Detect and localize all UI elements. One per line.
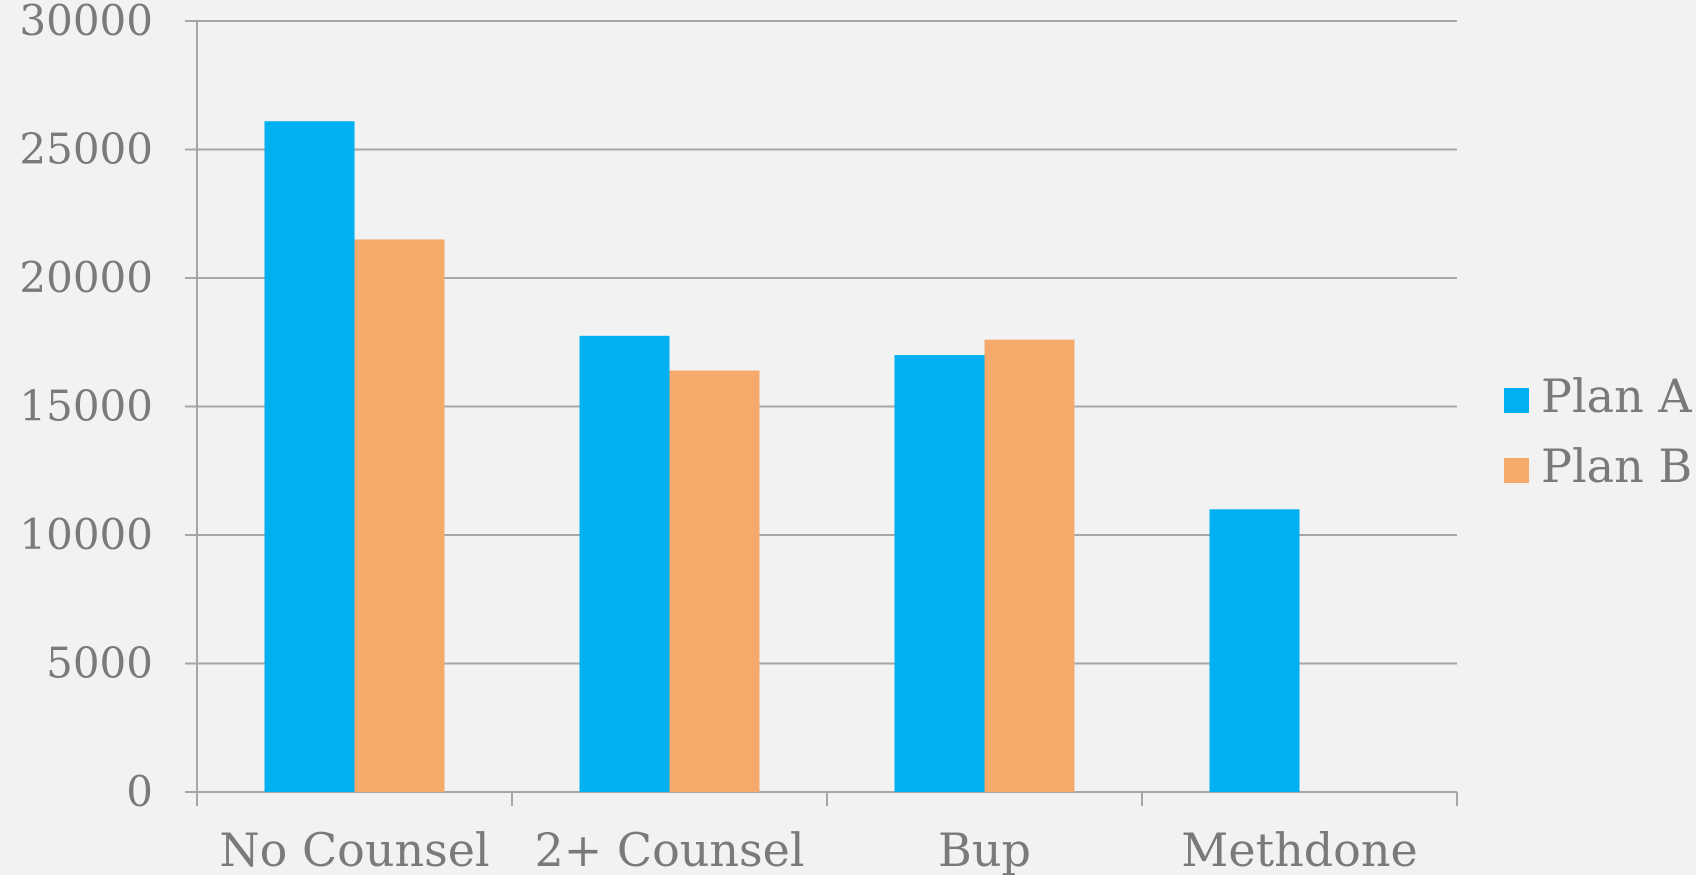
legend-swatch-0 — [1504, 388, 1529, 413]
legend-swatch-1 — [1504, 458, 1529, 483]
bar-plan-b-0 — [354, 239, 445, 792]
legend-label-1: Plan B — [1541, 439, 1692, 493]
bar-plan-a-1 — [579, 335, 670, 792]
bar-plan-a-2 — [894, 355, 985, 792]
legend: Plan A Plan B — [1504, 369, 1692, 493]
x-category-labels: No Counsel 2+ Counsel Bup Methdone — [219, 823, 1417, 875]
x-category-label-0: No Counsel — [219, 823, 489, 875]
x-category-label-2: Bup — [938, 823, 1031, 875]
y-tick-label-10000: 10000 — [19, 510, 153, 559]
bar-plan-a-3 — [1209, 509, 1300, 792]
y-tick-label-30000: 30000 — [19, 0, 153, 45]
x-category-label-1: 2+ Counsel — [534, 823, 804, 875]
bar-plan-b-1 — [669, 370, 760, 792]
x-category-label-3: Methdone — [1181, 823, 1417, 875]
y-tick-label-25000: 25000 — [19, 125, 153, 174]
bar-plan-b-2 — [984, 339, 1075, 792]
y-tick-label-5000: 5000 — [46, 639, 153, 688]
y-tick-labels: 0 5000 10000 15000 20000 25000 30000 — [19, 0, 153, 816]
bars — [264, 121, 1300, 793]
y-tick-label-20000: 20000 — [19, 253, 153, 302]
legend-label-0: Plan A — [1541, 369, 1692, 423]
bar-plan-a-0 — [264, 121, 355, 793]
y-tick-label-15000: 15000 — [19, 382, 153, 431]
y-tick-label-0: 0 — [126, 767, 153, 816]
